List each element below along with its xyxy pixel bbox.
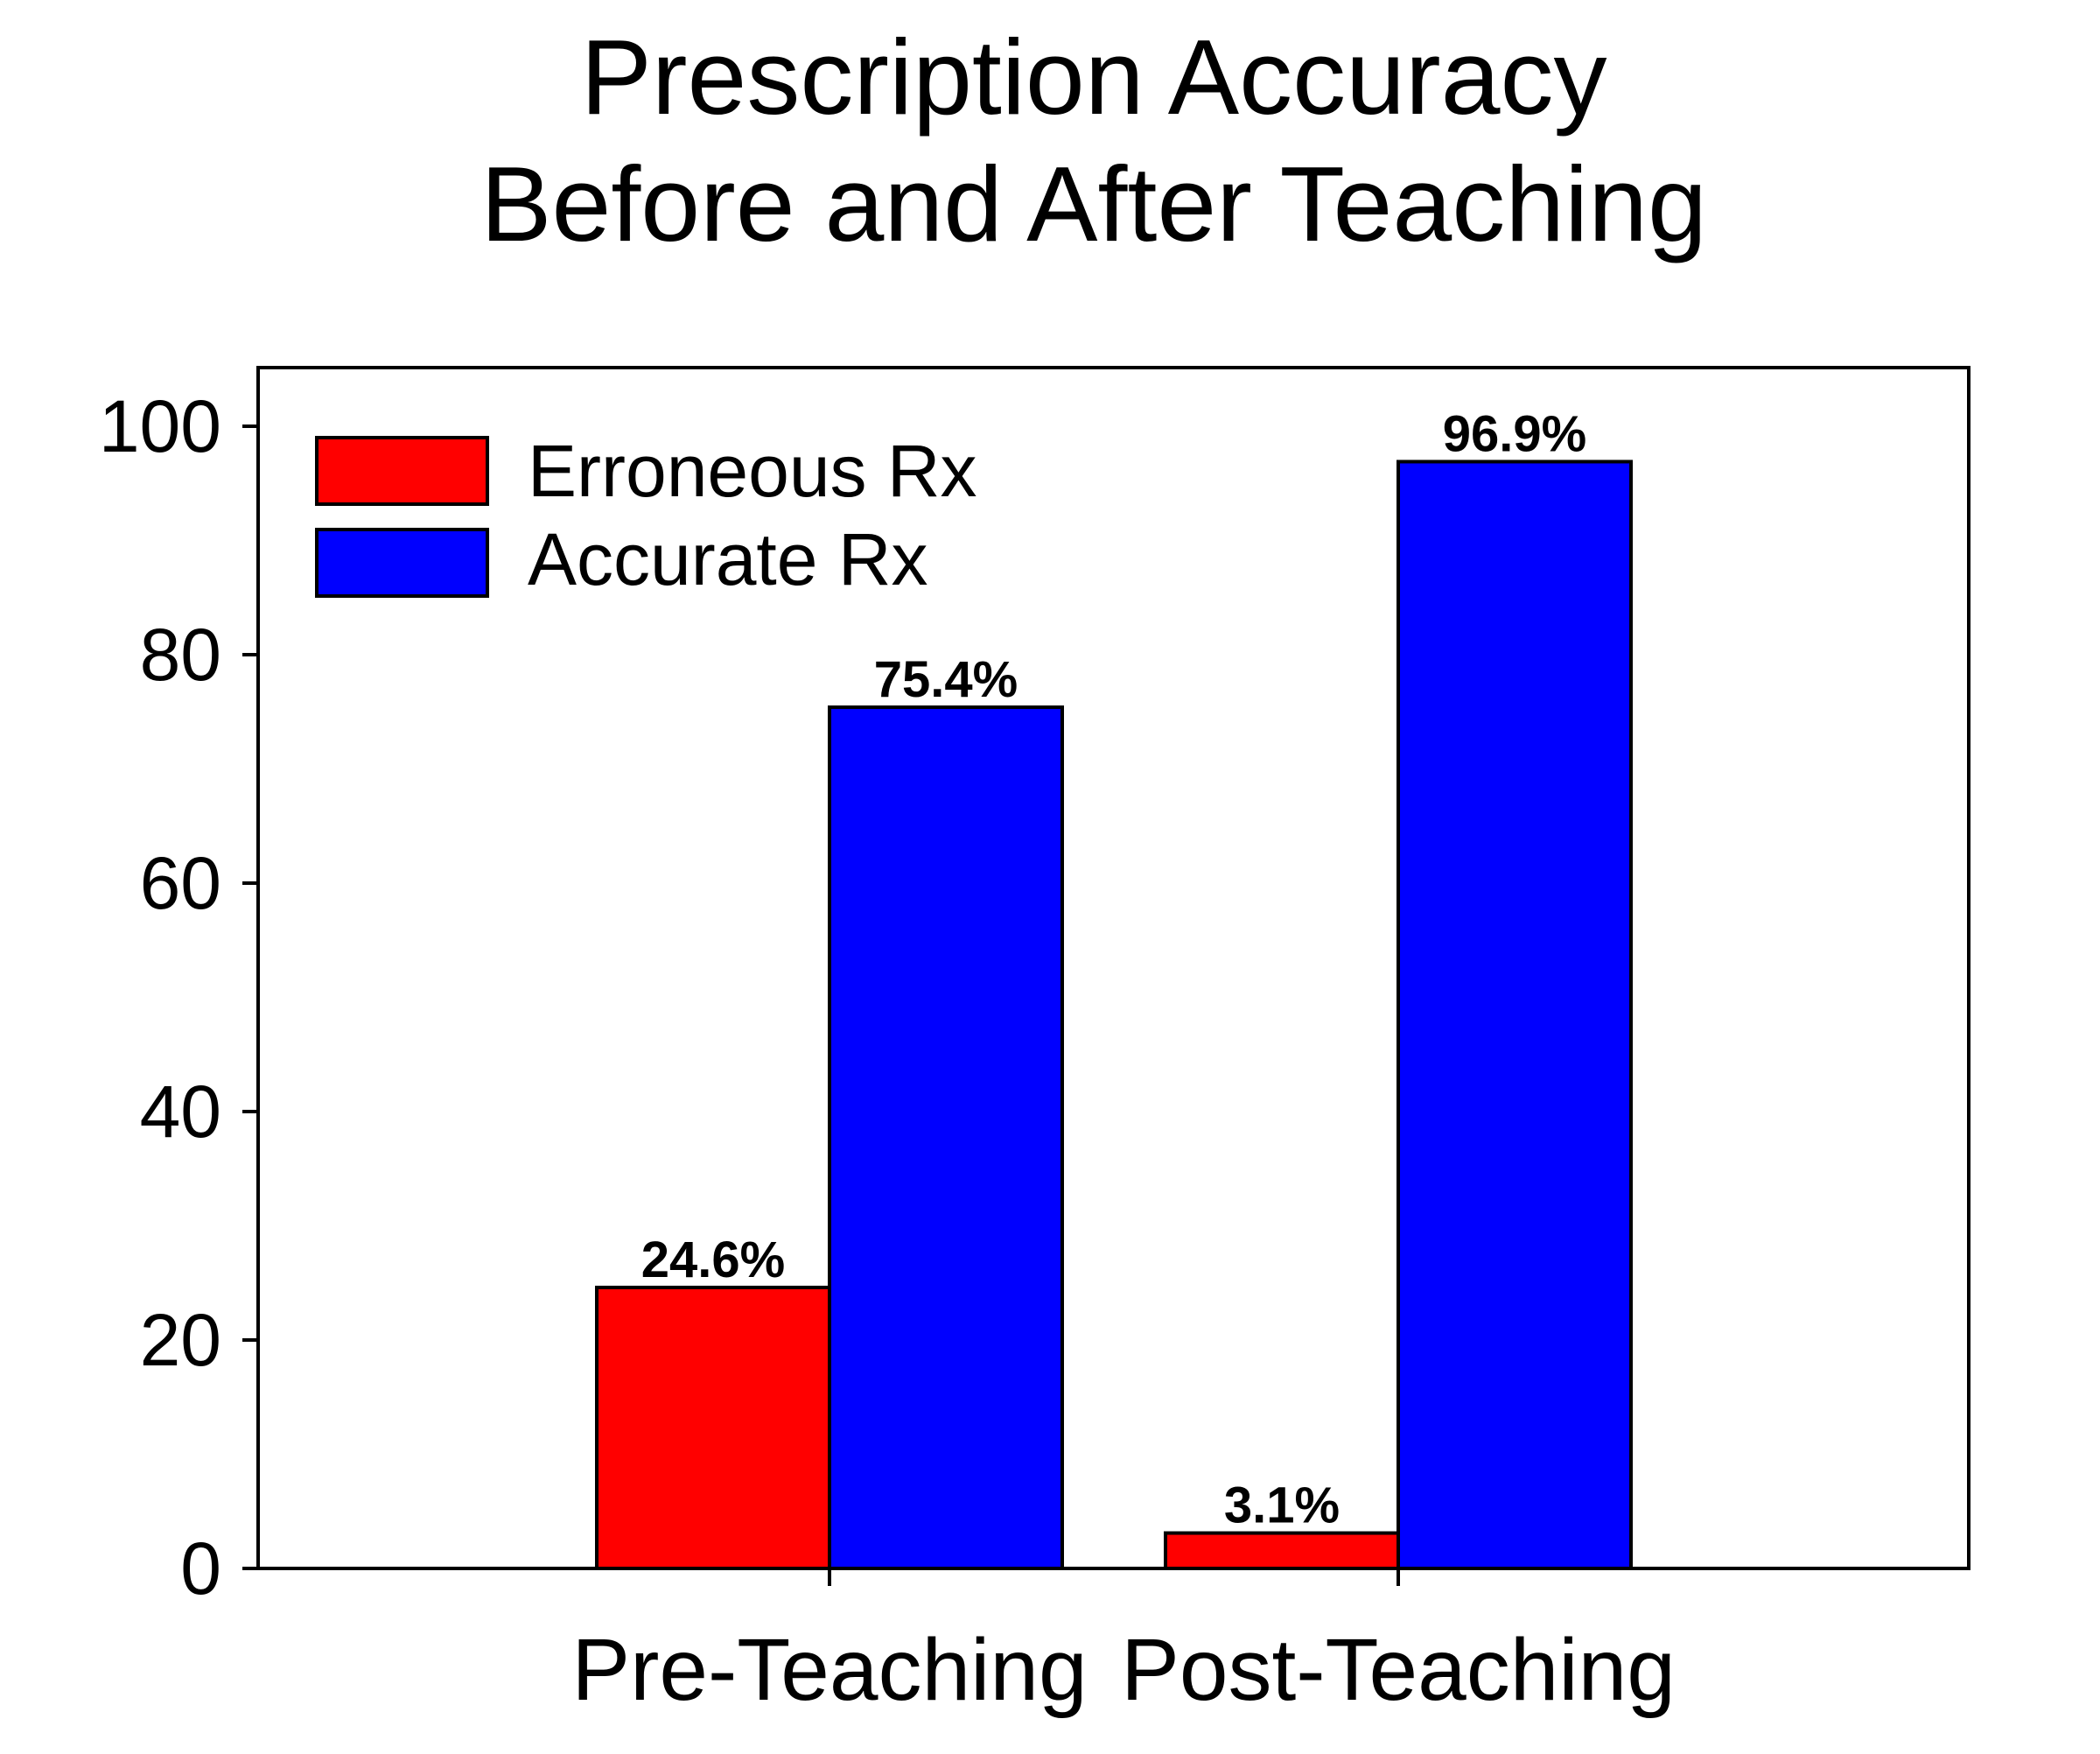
chart-title-line-2: Before and After Teaching (480, 144, 1707, 263)
y-tick-label: 100 (99, 385, 221, 467)
data-label-group: 24.6% 75.4% 3.1% 96.9% (641, 405, 1586, 1533)
bar-erroneous-rx (595, 1285, 831, 1570)
x-category-label: Post-Teaching (1121, 1621, 1676, 1719)
bar-erroneous-rx (1164, 1531, 1400, 1571)
y-tick-label: 40 (140, 1070, 221, 1153)
legend: Erroneous Rx Accurate Rx (315, 430, 977, 600)
bar-accurate-rx (1396, 460, 1633, 1571)
data-label-erroneous-rx: 24.6% (641, 1231, 785, 1288)
y-axis: 0 20 40 60 80 100 (99, 385, 258, 1610)
y-tick-label: 0 (180, 1527, 221, 1610)
data-label-accurate-rx: 75.4% (874, 651, 1018, 708)
y-tick-label: 60 (140, 842, 221, 924)
data-label-accurate-rx: 96.9% (1443, 405, 1586, 462)
bar-series-group (595, 460, 1633, 1571)
y-tick-label: 80 (140, 614, 221, 696)
x-axis: Pre-Teaching Post-Teaching (571, 1568, 1676, 1719)
chart-title: Prescription Accuracy Before and After T… (480, 18, 1707, 263)
x-category-label: Pre-Teaching (571, 1621, 1087, 1719)
legend-swatch-erroneous-rx (315, 436, 489, 506)
y-tick-label: 20 (140, 1299, 221, 1381)
data-label-erroneous-rx: 3.1% (1224, 1477, 1340, 1534)
legend-label-accurate-rx: Accurate Rx (528, 518, 928, 600)
chart-title-line-1: Prescription Accuracy (581, 18, 1607, 137)
legend-swatch-accurate-rx (315, 528, 489, 598)
bar-accurate-rx (828, 705, 1064, 1570)
plot-area-frame (256, 366, 1970, 1570)
legend-label-erroneous-rx: Erroneous Rx (528, 430, 977, 512)
